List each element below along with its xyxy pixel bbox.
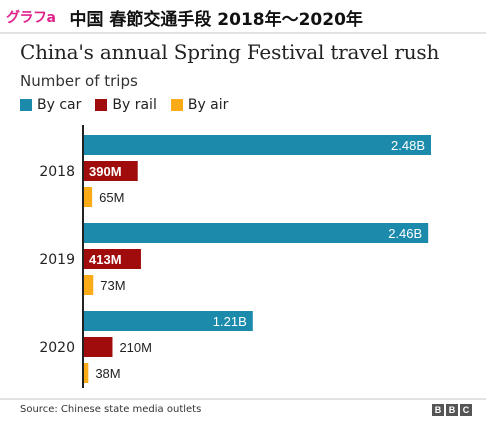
data-label-rail-2018: 390M [89, 164, 122, 179]
bbc-logo-letter: C [460, 404, 472, 416]
legend-item-rail: By rail [95, 97, 157, 113]
data-label-rail-2020: 210M [119, 340, 152, 355]
category-label-2018: 2018 [39, 164, 75, 180]
category-label-2020: 2020 [39, 340, 75, 356]
chart-title: China's annual Spring Festival travel ru… [20, 40, 440, 64]
legend: By car By rail By air [20, 95, 242, 115]
header: グラフa 中国 春節交通手段 2018年〜2020年 [6, 4, 363, 30]
bbc-logo: B B C [432, 404, 472, 416]
data-label-car-2019: 2.46B [388, 226, 422, 241]
legend-swatch-car [20, 99, 32, 111]
bbc-logo-letter: B [446, 404, 458, 416]
bar-rail-2018 [83, 161, 138, 181]
bottom-divider [0, 398, 486, 400]
legend-label-air: By air [187, 97, 229, 113]
data-label-car-2018: 2.48B [391, 138, 425, 153]
japanese-title: 中国 春節交通手段 2018年〜2020年 [69, 9, 363, 30]
data-label-car-2020: 1.21B [213, 314, 247, 329]
legend-item-car: By car [20, 97, 81, 113]
bar-air-2019 [83, 275, 94, 295]
legend-item-air: By air [170, 97, 229, 113]
graph-tag: グラフa [6, 10, 56, 26]
bar-car-2019 [83, 223, 429, 243]
legend-label-rail: By rail [112, 97, 157, 113]
bar-air-2018 [83, 187, 93, 207]
bar-rail-2019 [83, 249, 141, 269]
data-label-air-2019: 73M [100, 278, 125, 293]
chart-subtitle: Number of trips [20, 72, 138, 90]
category-label-2019: 2019 [39, 252, 75, 268]
bar-rail-2020 [83, 337, 113, 357]
top-divider [0, 32, 486, 34]
source-note: Source: Chinese state media outlets [20, 404, 202, 415]
legend-swatch-rail [95, 99, 108, 111]
bar-car-2018 [83, 135, 431, 155]
data-label-air-2018: 65M [99, 190, 124, 205]
bar-chart: 2.48B 390M 65M 2018 2.46B 413M 73M 2019 1.21B 210… [39, 125, 431, 388]
bbc-logo-letter: B [432, 404, 444, 416]
data-label-air-2020: 38M [95, 366, 120, 381]
bar-car-2020 [83, 311, 253, 331]
legend-swatch-air [170, 99, 183, 111]
bar-air-2020 [83, 363, 89, 383]
legend-label-car: By car [37, 97, 82, 113]
data-label-rail-2019: 413M [89, 252, 122, 267]
